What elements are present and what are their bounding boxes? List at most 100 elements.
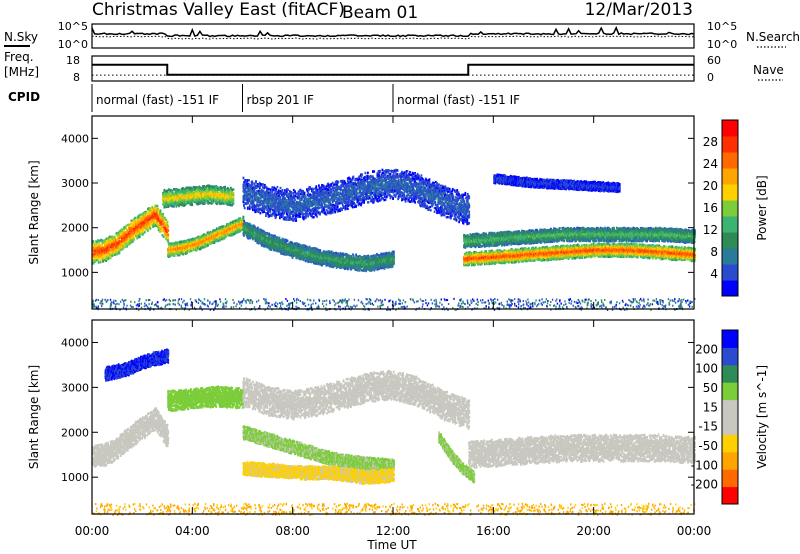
echo-speck: [639, 306, 640, 308]
echo-cell: [167, 221, 169, 223]
echo-speck: [151, 303, 152, 305]
echo-speck: [293, 298, 294, 300]
echo-speck: [233, 302, 234, 304]
echo-speck: [96, 299, 97, 301]
echo-speck: [525, 300, 526, 302]
echo-speck: [174, 304, 175, 306]
echo-speck: [370, 299, 371, 301]
echo-speck: [102, 299, 103, 301]
echo-speck: [132, 306, 133, 308]
echo-speck: [110, 299, 111, 301]
echo-speck: [268, 302, 269, 304]
echo-speck: [182, 301, 183, 303]
echo-speck: [630, 300, 631, 302]
echo-speck: [467, 300, 468, 302]
echo-speck: [154, 304, 155, 306]
echo-cell: [167, 234, 169, 236]
echo-speck: [511, 305, 512, 307]
freq-tick-left-top: 18: [66, 54, 80, 67]
echo-cell: [167, 236, 169, 238]
echo-speck: [148, 299, 149, 301]
echo-speck: [668, 298, 669, 300]
echo-speck: [312, 303, 313, 305]
echo-speck: [570, 303, 571, 305]
echo-speck: [584, 301, 585, 303]
echo-speck: [290, 302, 291, 304]
cpid-segment-label: rbsp 201 IF: [247, 93, 314, 107]
echo-speck: [146, 304, 147, 306]
echo-speck: [503, 306, 504, 308]
echo-speck: [195, 300, 196, 302]
noise-sky-label: N.Sky: [4, 30, 38, 44]
echo-speck: [547, 302, 548, 304]
echo-speck: [675, 302, 676, 304]
echo-speck: [441, 299, 442, 301]
echo-speck: [435, 306, 436, 308]
echo-speck: [120, 301, 121, 303]
echo-speck: [402, 306, 403, 308]
echo-speck: [322, 303, 323, 305]
echo-speck: [672, 305, 673, 307]
echo-speck: [170, 300, 171, 302]
echo-speck: [322, 300, 323, 302]
echo-speck: [459, 299, 460, 301]
echo-speck: [571, 300, 572, 302]
echo-speck: [106, 301, 107, 303]
echo-speck: [687, 300, 688, 302]
echo-cell: [98, 261, 100, 263]
echo-speck: [275, 302, 276, 304]
echo-cell: [114, 236, 116, 238]
echo-speck: [113, 300, 114, 302]
echo-speck: [561, 303, 562, 305]
echo-speck: [316, 307, 317, 309]
echo-speck: [265, 299, 266, 301]
echo-speck: [100, 300, 101, 302]
echo-speck: [519, 301, 520, 303]
echo-speck: [554, 304, 555, 306]
echo-speck: [598, 301, 599, 303]
echo-speck: [254, 306, 255, 308]
echo-speck: [646, 304, 647, 306]
echo-speck: [472, 298, 473, 300]
noise-sky-line: [92, 28, 694, 37]
echo-speck: [200, 300, 201, 302]
plot-title: Christmas Valley East (fitACF): [92, 0, 345, 20]
echo-speck: [423, 300, 424, 302]
echo-speck: [469, 304, 470, 306]
echo-speck: [165, 305, 166, 307]
echo-speck: [422, 300, 423, 302]
echo-speck: [564, 300, 565, 302]
echo-speck: [436, 301, 437, 303]
echo-cell: [96, 244, 98, 246]
freq-label-line1: Freq.: [4, 50, 34, 64]
echo-speck: [436, 304, 437, 306]
echo-speck: [329, 302, 330, 304]
echo-speck: [263, 298, 264, 300]
echo-speck: [245, 300, 246, 302]
echo-speck: [476, 303, 477, 305]
echo-speck: [207, 305, 208, 307]
echo-speck: [669, 303, 670, 305]
echo-speck: [448, 303, 449, 305]
echo-speck: [181, 298, 182, 300]
echo-speck: [115, 300, 116, 302]
echo-speck: [480, 299, 481, 301]
echo-speck: [247, 299, 248, 301]
echo-speck: [356, 305, 357, 307]
echo-speck: [606, 306, 607, 308]
echo-speck: [347, 304, 348, 306]
echo-cell: [142, 233, 144, 235]
echo-speck: [674, 300, 675, 302]
echo-speck: [207, 300, 208, 302]
echo-speck: [683, 299, 684, 301]
echo-speck: [296, 298, 297, 300]
echo-speck: [507, 301, 508, 303]
echo-speck: [318, 305, 319, 307]
echo-speck: [486, 305, 487, 307]
echo-speck: [382, 300, 383, 302]
echo-speck: [338, 306, 339, 308]
echo-speck: [481, 302, 482, 304]
echo-speck: [277, 303, 278, 305]
echo-speck: [173, 299, 174, 301]
echo-speck: [562, 306, 563, 308]
